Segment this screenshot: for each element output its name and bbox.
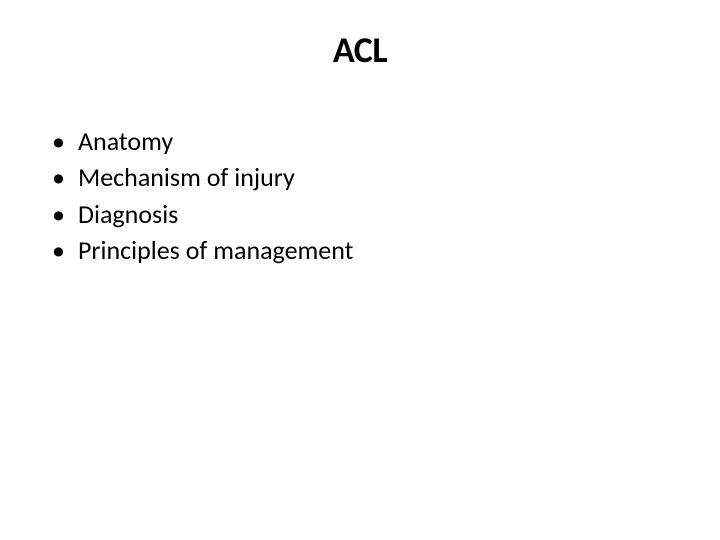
bullet-list: Anatomy Mechanism of injury Diagnosis Pr… (0, 72, 720, 267)
bullet-item: Mechanism of injury (50, 160, 720, 194)
slide-title: ACL (0, 0, 720, 72)
bullet-item: Anatomy (50, 124, 720, 158)
bullet-item: Principles of management (50, 233, 720, 267)
bullet-item: Diagnosis (50, 197, 720, 231)
